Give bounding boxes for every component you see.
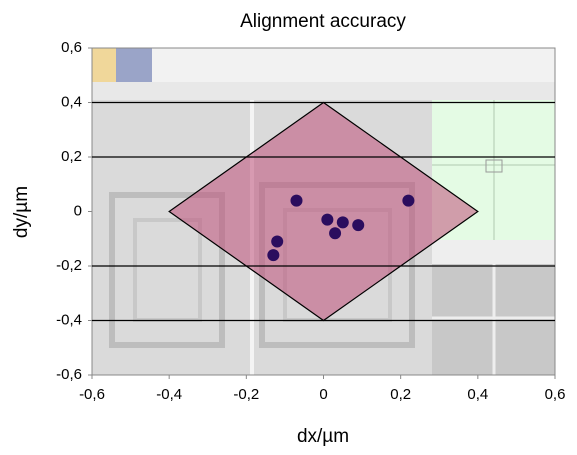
x-tick-label: -0,6 xyxy=(79,386,105,403)
y-tick-label: 0 xyxy=(74,202,82,219)
data-point xyxy=(321,213,334,226)
data-point xyxy=(336,216,349,229)
data-point xyxy=(402,194,415,207)
x-tick-label: -0,2 xyxy=(233,386,259,403)
x-tick-label: -0,4 xyxy=(156,386,182,403)
data-point xyxy=(329,227,342,240)
y-tick-label: 0,4 xyxy=(61,93,82,110)
y-tick-label: 0,2 xyxy=(61,148,82,165)
data-point xyxy=(352,219,365,232)
x-tick-label: 0 xyxy=(319,386,327,403)
x-tick-label: 0,4 xyxy=(467,386,488,403)
data-point xyxy=(267,249,280,262)
y-tick-label: -0,4 xyxy=(56,311,82,328)
x-tick-label: 0,2 xyxy=(390,386,411,403)
y-tick-label: -0,6 xyxy=(56,366,82,383)
x-tick-label: 0,6 xyxy=(545,386,566,403)
data-point xyxy=(271,235,284,248)
x-axis-title: dx/µm xyxy=(297,426,349,447)
data-point xyxy=(290,194,303,207)
chart-title: Alignment accuracy xyxy=(240,11,406,32)
y-axis-title: dy/µm xyxy=(11,186,32,238)
y-tick-label: -0,2 xyxy=(56,257,82,274)
y-tick-label: 0,6 xyxy=(61,39,82,56)
